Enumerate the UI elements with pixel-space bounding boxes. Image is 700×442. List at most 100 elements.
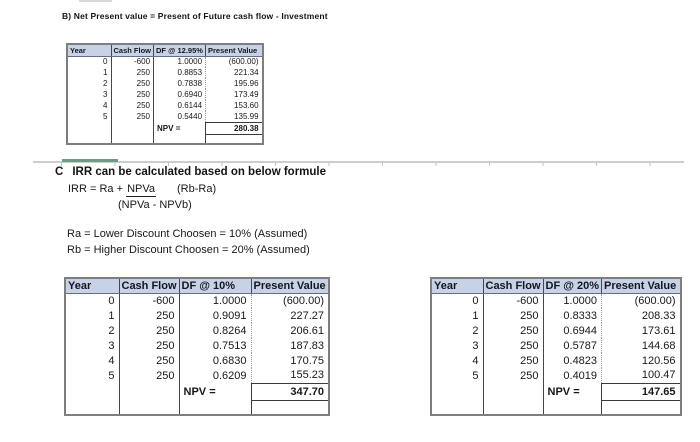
cell[interactable]: 250 [483,368,544,383]
cell[interactable]: 0.5787 [543,338,603,353]
npv-value[interactable]: 347.70 [250,382,330,401]
cell[interactable]: 250 [119,353,180,368]
cell[interactable]: 173.49 [234,90,259,99]
npv-label[interactable]: NPV = [543,383,603,400]
cell[interactable]: 0.6940 [153,89,207,100]
cell[interactable]: 2 [65,323,120,338]
column-header[interactable]: Cash Flow [119,278,180,294]
cell[interactable]: 0.5440 [153,111,207,122]
cell[interactable]: 2 [431,323,484,338]
cell[interactable]: (600.00) [634,294,676,307]
cell[interactable]: 250 [111,111,155,122]
cell[interactable]: 250 [483,338,544,353]
cell[interactable] [431,383,484,400]
cell[interactable]: 170.75 [290,354,325,367]
cell[interactable]: 250 [119,338,180,353]
cell[interactable] [431,400,484,415]
cell[interactable]: 250 [119,323,180,338]
cell[interactable] [65,383,120,400]
cell[interactable]: 0.9091 [179,308,252,323]
cell[interactable]: 1 [431,308,484,323]
npv-value[interactable]: 147.65 [601,382,681,401]
cell[interactable] [119,400,180,415]
cell[interactable]: 4 [67,100,112,111]
cell[interactable]: 0.8333 [543,308,603,323]
column-header[interactable]: Year [65,278,120,294]
cell[interactable]: 250 [111,67,155,78]
cell[interactable] [483,400,544,415]
cell[interactable] [67,122,112,134]
cell[interactable]: 5 [65,368,120,383]
cell[interactable]: 1 [67,67,112,78]
cell[interactable]: (600.00) [283,294,325,307]
cell[interactable]: 187.83 [290,339,325,352]
cell[interactable]: 173.61 [641,324,676,337]
column-header[interactable]: Cash Flow [111,44,155,57]
cell[interactable]: 227.27 [290,309,325,322]
npv-label[interactable]: NPV = [153,122,207,134]
cell[interactable]: 100.47 [641,369,676,382]
cell[interactable]: 0 [67,56,112,67]
cell[interactable]: 250 [111,89,155,100]
cell[interactable] [111,122,155,134]
cell[interactable]: 0.8264 [179,323,252,338]
cell[interactable]: 3 [67,89,112,100]
cell[interactable]: 0.4019 [543,368,603,383]
cell[interactable]: 4 [431,353,484,368]
column-header[interactable]: Year [67,44,112,57]
cell[interactable]: 206.61 [290,324,325,337]
cell[interactable]: 250 [119,308,180,323]
cell[interactable]: 1.0000 [179,293,252,308]
cell[interactable] [483,383,544,400]
cell[interactable]: 250 [119,368,180,383]
npv-label[interactable]: NPV = [179,383,252,400]
cell[interactable] [119,383,180,400]
cell[interactable]: 144.68 [641,339,676,352]
cell[interactable]: 0.7513 [179,338,252,353]
cell[interactable]: 3 [431,338,484,353]
cell[interactable]: 135.99 [234,111,259,121]
column-header[interactable]: DF @ 12.95% [153,44,207,57]
column-header[interactable]: Cash Flow [483,278,544,294]
cell[interactable]: -600 [483,293,544,308]
npv-value[interactable]: 280.38 [205,121,263,135]
cell[interactable] [543,400,603,415]
cell[interactable]: 1 [65,308,120,323]
cell[interactable]: 153.60 [234,101,259,110]
column-header[interactable]: DF @ 20% [543,278,603,294]
cell[interactable]: 3 [65,338,120,353]
cell[interactable]: 120.56 [641,354,676,367]
cell[interactable]: 2 [67,78,112,89]
cell[interactable] [179,400,252,415]
column-header[interactable]: Present Value [251,278,330,294]
cell[interactable] [205,134,263,144]
cell[interactable] [153,134,207,144]
column-header[interactable]: DF @ 10% [179,278,252,294]
cell[interactable]: 0.7838 [153,78,207,89]
cell[interactable]: 0 [65,293,120,308]
cell[interactable]: 250 [111,78,155,89]
cell[interactable]: 1.0000 [153,56,207,67]
cell[interactable] [111,134,155,144]
cell[interactable]: 1.0000 [543,293,603,308]
cell[interactable]: 4 [65,353,120,368]
cell[interactable]: 0.4823 [543,353,603,368]
cell[interactable] [601,399,681,415]
cell[interactable]: 250 [483,353,544,368]
cell[interactable]: -600 [111,56,155,67]
cell[interactable]: 5 [431,368,484,383]
cell[interactable]: 0.6209 [179,368,252,383]
cell[interactable]: 155.23 [290,369,325,382]
cell[interactable]: -600 [119,293,180,308]
cell[interactable]: 0.6944 [543,323,603,338]
cell[interactable] [250,399,330,415]
cell[interactable]: 221.34 [234,68,259,77]
cell[interactable] [65,400,120,415]
cell[interactable]: 5 [67,111,112,122]
column-header[interactable]: Present Value [601,278,681,294]
cell[interactable]: 250 [483,323,544,338]
cell[interactable]: 0.6830 [179,353,252,368]
cell[interactable]: 208.33 [641,309,676,322]
cell[interactable]: 0 [431,293,484,308]
cell[interactable]: (600.00) [228,57,259,67]
